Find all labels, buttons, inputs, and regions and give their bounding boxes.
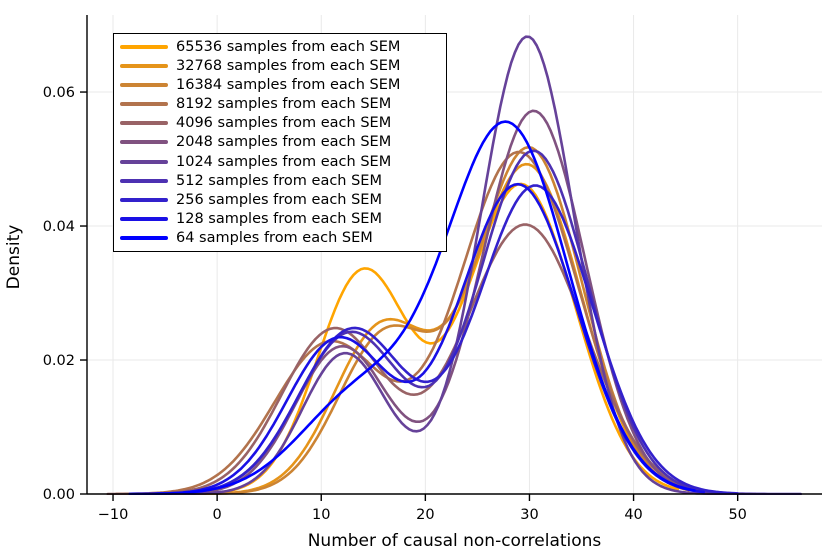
tick-labels: −10 0 10 20 30 40 50 0.00 0.02 0.04 0.06: [43, 85, 747, 523]
legend-label: 2048 samples from each SEM: [176, 134, 392, 151]
legend-label: 4096 samples from each SEM: [176, 115, 392, 132]
svg-text:40: 40: [624, 507, 642, 523]
svg-text:−10: −10: [98, 507, 129, 523]
legend-line-swatch: [120, 140, 168, 145]
legend: 65536 samples from each SEM 32768 samples…: [113, 33, 447, 252]
svg-text:0.00: 0.00: [43, 487, 75, 503]
legend-item: 4096 samples from each SEM: [120, 114, 446, 132]
legend-line-swatch: [120, 235, 168, 240]
legend-item: 2048 samples from each SEM: [120, 133, 446, 151]
y-axis-label: Density: [4, 224, 24, 290]
svg-text:0.06: 0.06: [43, 85, 75, 101]
svg-text:30: 30: [520, 507, 538, 523]
legend-label: 128 samples from each SEM: [176, 210, 382, 227]
legend-line-swatch: [120, 178, 168, 183]
svg-text:20: 20: [416, 507, 434, 523]
svg-text:0.04: 0.04: [43, 219, 75, 235]
svg-text:0.02: 0.02: [43, 353, 75, 369]
legend-line-swatch: [120, 121, 168, 126]
legend-item: 32768 samples from each SEM: [120, 57, 446, 75]
density-curve-1024: [134, 35, 757, 495]
legend-line-swatch: [120, 159, 168, 164]
legend-label: 8192 samples from each SEM: [176, 96, 392, 113]
legend-label: 65536 samples from each SEM: [176, 39, 401, 56]
legend-label: 1024 samples from each SEM: [176, 153, 392, 170]
legend-item: 256 samples from each SEM: [120, 191, 446, 209]
density-curve-64: [128, 120, 696, 495]
legend-item: 16384 samples from each SEM: [120, 76, 446, 94]
svg-text:0: 0: [213, 507, 222, 523]
legend-item: 8192 samples from each SEM: [120, 95, 446, 113]
legend-line-swatch: [120, 216, 168, 221]
density-curve-256: [131, 184, 739, 495]
svg-text:10: 10: [312, 507, 330, 523]
legend-label: 512 samples from each SEM: [176, 172, 382, 189]
legend-line-swatch: [120, 102, 168, 107]
legend-item: 1024 samples from each SEM: [120, 153, 446, 171]
legend-item: 65536 samples from each SEM: [120, 38, 446, 56]
legend-line-swatch: [120, 45, 168, 50]
legend-label: 256 samples from each SEM: [176, 191, 382, 208]
svg-text:50: 50: [728, 507, 746, 523]
density-curves: [106, 35, 802, 495]
legend-line-swatch: [120, 64, 168, 69]
axes: [80, 15, 822, 501]
density-curve-8192: [114, 150, 715, 495]
density-curve-4096: [106, 223, 733, 495]
legend-item: 512 samples from each SEM: [120, 172, 446, 190]
legend-line-swatch: [120, 197, 168, 202]
legend-line-swatch: [120, 83, 168, 88]
x-axis-label: Number of causal non-correlations: [307, 531, 602, 551]
legend-label: 32768 samples from each SEM: [176, 58, 401, 75]
legend-label: 64 samples from each SEM: [176, 229, 373, 246]
legend-item: 128 samples from each SEM: [120, 210, 446, 228]
legend-item: 64 samples from each SEM: [120, 229, 446, 247]
legend-label: 16384 samples from each SEM: [176, 77, 401, 94]
